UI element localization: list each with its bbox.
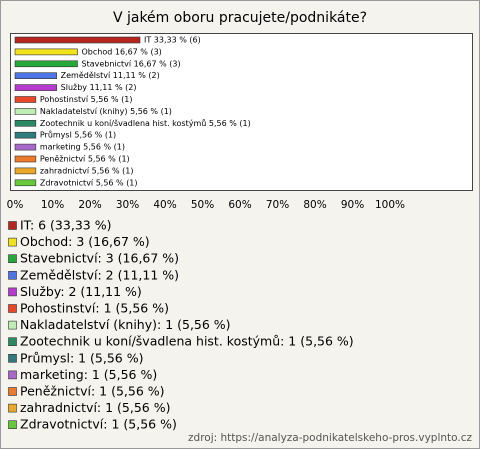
source: zdroj: https://analyza-podnikatelskeho-p… — [188, 432, 472, 444]
legend-swatch — [8, 304, 17, 313]
data-label: zahradnictví 5,56 % (1) — [40, 166, 134, 175]
data-label: IT 33,33 % (6) — [144, 36, 201, 45]
legend-label: Obchod: 3 (16,67 %) — [20, 234, 150, 249]
legend-swatch — [8, 270, 17, 280]
data-label: Stavebnictví 16,67 % (3) — [82, 59, 181, 68]
bar — [14, 60, 78, 68]
bar — [14, 131, 37, 139]
bar — [14, 167, 37, 175]
legend-label: marketing: 1 (5,56 %) — [20, 367, 157, 382]
legend-swatch — [8, 237, 17, 247]
legend-label: Zootechnik u koní/švadlena hist. kostýmů… — [20, 334, 354, 349]
legend-swatch — [8, 254, 17, 263]
data-label: Služby 11,11 % (2) — [61, 83, 137, 92]
x-tick-label: 0% — [7, 199, 24, 211]
legend-swatch — [8, 403, 17, 413]
bar — [14, 179, 37, 187]
x-tick-label: 50% — [191, 199, 214, 211]
legend-swatch — [8, 287, 17, 297]
legend-swatch — [8, 337, 17, 347]
legend-label: zahradnictví: 1 (5,56 %) — [20, 400, 170, 415]
legend-label: Pohostinství: 1 (5,56 %) — [20, 301, 169, 316]
chart-title: V jakém oboru pracujete/podnikáte? — [113, 10, 367, 26]
data-label: Průmysl 5,56 % (1) — [40, 130, 116, 140]
data-label: Zdravotnictví 5,56 % (1) — [40, 178, 138, 187]
legend-swatch — [8, 221, 17, 230]
x-tick-label: 70% — [266, 199, 289, 211]
legend-swatch — [8, 387, 17, 396]
bar — [14, 155, 37, 163]
x-tick-label: 20% — [78, 199, 101, 211]
data-label: Pohostinství 5,56 % (1) — [40, 95, 133, 104]
bar — [14, 84, 57, 91]
legend-label: Zemědělství: 2 (11,11 %) — [20, 267, 179, 282]
legend-label: IT: 6 (33,33 %) — [20, 218, 111, 233]
bar — [14, 143, 37, 151]
x-tick-label: 80% — [303, 199, 326, 211]
bar — [14, 36, 141, 44]
legend-swatch — [8, 420, 17, 430]
legend-label: Zdravotnictví: 1 (5,56 %) — [20, 417, 177, 432]
legend-label: Peněžnictví: 1 (5,56 %) — [20, 384, 165, 399]
legend-label: Průmysl: 1 (5,56 %) — [20, 350, 144, 365]
legend-swatch — [8, 320, 17, 330]
data-label: Zemědělství 11,11 % (2) — [61, 71, 160, 80]
data-label: Peněžnictví 5,56 % (1) — [40, 155, 130, 164]
legend-label: Stavebnictví: 3 (16,67 %) — [20, 251, 179, 266]
x-tick-label: 100% — [375, 199, 405, 211]
data-label: Zootechnik u koní/švadlena hist. kostýmů… — [40, 118, 251, 128]
plot-area — [10, 33, 473, 191]
data-label: marketing 5,56 % (1) — [40, 143, 125, 152]
legend-swatch — [8, 353, 17, 363]
x-tick-label: 40% — [153, 199, 176, 211]
bar — [14, 48, 78, 56]
x-tick-label: 90% — [341, 199, 364, 211]
data-label: Obchod 16,67 % (3) — [82, 47, 162, 56]
x-tick-label: 30% — [116, 199, 139, 211]
data-label: Nakladatelství (knihy) 5,56 % (1) — [40, 107, 172, 116]
legend-label: Služby: 2 (11,11 %) — [20, 284, 142, 299]
bar — [14, 96, 37, 103]
x-tick-label: 60% — [228, 199, 251, 211]
bar — [14, 108, 37, 115]
legend-swatch — [8, 370, 17, 380]
bar — [14, 120, 37, 127]
x-tick-label: 10% — [41, 199, 64, 211]
bar — [14, 72, 57, 79]
legend-label: Nakladatelství (knihy): 1 (5,56 %) — [20, 317, 231, 332]
